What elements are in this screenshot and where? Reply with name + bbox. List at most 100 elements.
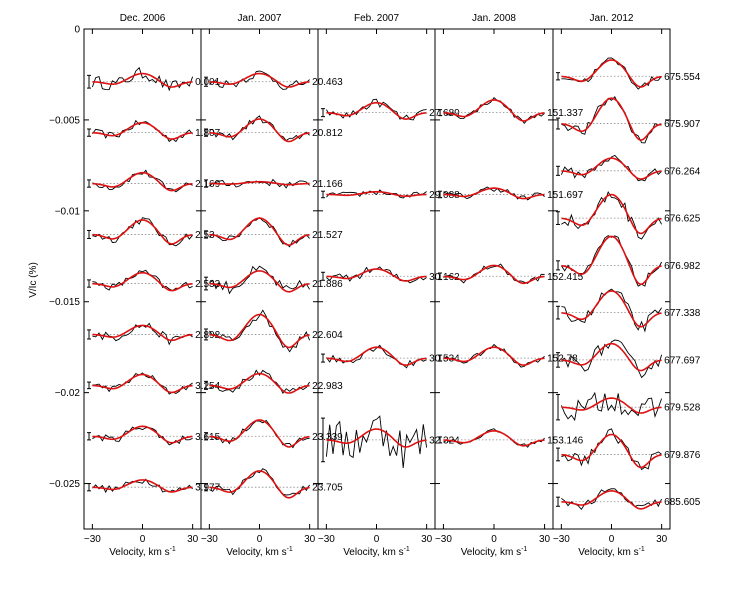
profile: 676.264 [556, 154, 701, 182]
panel-title: Jan. 2008 [472, 13, 516, 24]
x-tick-label: 30 [539, 534, 551, 545]
model-profile-line [92, 324, 193, 342]
phase-label: 151.697 [547, 190, 584, 201]
model-profile-line [209, 313, 310, 349]
observed-profile-line [92, 322, 193, 346]
y-axis-title: V/Ic (%) [28, 262, 39, 298]
y-tick-label: −0.02 [55, 388, 81, 399]
profile: 677.697 [556, 339, 701, 379]
model-profile-line [561, 97, 662, 141]
profile: 21.886 [204, 265, 343, 295]
profile: 0.001 [87, 66, 221, 92]
profile: 20.463 [204, 70, 343, 90]
observed-profile-line [560, 154, 662, 182]
phase-label: 151.337 [547, 108, 584, 119]
model-profile-line [209, 419, 310, 448]
observed-profile-line [92, 426, 193, 446]
phase-label: 675.907 [664, 119, 701, 130]
observed-profile-line [560, 391, 663, 422]
profile: 1.807 [87, 119, 221, 143]
phase-label: 1.807 [195, 128, 220, 139]
profile: 679.876 [556, 428, 701, 471]
model-profile-line [209, 118, 310, 143]
x-tick-label: 0 [257, 534, 263, 545]
phase-label: 2.892 [195, 330, 220, 341]
x-tick-label: 30 [656, 534, 668, 545]
x-tick-label: −30 [553, 534, 570, 545]
phase-label: 677.697 [664, 355, 701, 366]
profile: 675.907 [556, 96, 701, 144]
model-profile-line [443, 346, 545, 366]
model-profile-line [561, 157, 662, 180]
phase-label: 2.53 [195, 230, 215, 241]
profile: 153.146 [438, 428, 584, 448]
panel-title: Jan. 2012 [590, 13, 634, 24]
observed-profile-line [209, 369, 310, 395]
model-profile-line [92, 479, 193, 493]
panel-title: Dec. 2006 [120, 13, 166, 24]
model-profile-line [209, 470, 310, 499]
observed-profile-line [561, 288, 662, 333]
observed-profile-line [209, 70, 310, 90]
observed-profile-line [326, 189, 427, 199]
phase-label: 2.169 [195, 179, 220, 190]
phase-label: 21.886 [312, 279, 343, 290]
observed-profile-line [443, 186, 545, 201]
observed-profile-line [92, 169, 193, 193]
model-profile-line [209, 180, 310, 186]
panel-frame [83, 28, 202, 530]
y-tick-label: −0.025 [49, 479, 80, 490]
model-profile-line [92, 72, 193, 88]
y-tick-label: −0.01 [55, 206, 81, 217]
x-axis-title-superscript: -1 [639, 546, 645, 553]
model-profile-line [92, 171, 193, 192]
model-profile-line [209, 217, 310, 246]
phase-label: 21.527 [312, 230, 343, 241]
model-profile-line [326, 190, 427, 197]
profile: 22.983 [204, 369, 343, 395]
phase-label: 20.812 [312, 128, 343, 139]
profile: 677.338 [556, 288, 701, 333]
phase-label: 676.982 [664, 261, 701, 272]
phase-label: 152.415 [547, 272, 584, 283]
observed-profile-line [92, 269, 193, 292]
y-tick-label: 0 [74, 25, 80, 36]
model-profile-line [92, 425, 193, 444]
observed-profile-line [326, 344, 427, 369]
model-profile-line [561, 59, 662, 88]
model-profile-line [561, 290, 662, 328]
observed-profile-line [209, 178, 310, 189]
phase-label: 685.605 [664, 497, 701, 508]
observed-profile-line [561, 428, 662, 471]
profile: 2.892 [87, 322, 221, 346]
phase-label: 677.338 [664, 308, 701, 319]
observed-profile-line [561, 96, 662, 144]
phase-label: 20.463 [312, 77, 343, 88]
axis-layer: 0 −0.005 −0.01 −0.015 −0.02 −0.025 [49, 25, 89, 490]
phase-label: 676.625 [664, 214, 701, 225]
phase-label: 21.166 [312, 179, 343, 190]
observed-profile-line [209, 468, 310, 496]
observed-profile-line [443, 428, 545, 448]
phase-label: 23.705 [312, 483, 343, 494]
y-tick-label: −0.005 [49, 115, 80, 126]
phase-label: 679.876 [664, 450, 701, 461]
x-axis-title-superscript: -1 [404, 546, 410, 553]
profile: 3.615 [87, 425, 221, 446]
model-profile-line [561, 235, 662, 286]
model-profile-line [209, 270, 310, 293]
model-profile-line [92, 373, 193, 394]
panels-layer: Dec. 2006 −30 0 30 Velocity, km s-1 0.001 1.80… [83, 13, 701, 558]
phase-label: 3.615 [195, 432, 220, 443]
model-profile-line [561, 433, 662, 469]
panel-title: Feb. 2007 [354, 13, 399, 24]
profile: 23.339 [204, 419, 343, 449]
profile: 29.088 [321, 189, 460, 201]
model-profile-line [443, 99, 545, 122]
model-profile-line [92, 271, 193, 292]
x-tick-label: −30 [84, 534, 101, 545]
observed-profile-line [209, 419, 310, 449]
model-profile-line [443, 429, 545, 447]
profile: 676.625 [556, 190, 701, 240]
